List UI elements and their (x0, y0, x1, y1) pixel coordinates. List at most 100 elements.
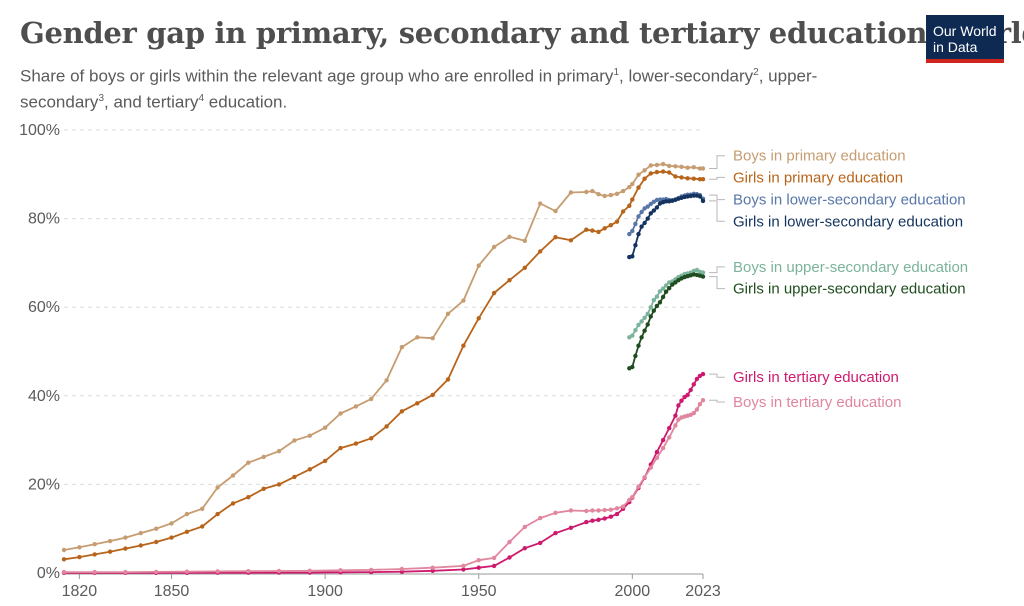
data-point (654, 294, 660, 299)
data-point (663, 199, 669, 204)
label-connector (709, 399, 725, 403)
subtitle-text: Share of boys or girls within the releva… (20, 66, 614, 86)
data-point (590, 508, 595, 513)
data-point (338, 568, 343, 573)
data-point (608, 507, 613, 512)
data-point (667, 170, 672, 175)
x-tick-label-1950: 1950 (461, 583, 497, 600)
data-point (602, 193, 607, 199)
data-point (584, 227, 589, 232)
data-point (553, 530, 558, 536)
data-point (639, 209, 644, 215)
y-tick-label-60: 60% (28, 299, 60, 316)
data-point (246, 569, 251, 574)
data-point (688, 387, 693, 393)
data-point (676, 417, 681, 422)
data-point (636, 214, 641, 219)
data-point (590, 518, 595, 523)
x-axis: 1820 1850 1900 1950 2000 2023 (62, 573, 721, 600)
data-point (700, 270, 706, 275)
data-point (276, 482, 282, 487)
data-point (596, 229, 601, 235)
data-point (353, 441, 359, 446)
data-point (620, 504, 626, 509)
data-point (215, 485, 220, 490)
data-point (307, 433, 312, 438)
data-point (61, 557, 67, 562)
data-point (590, 188, 595, 194)
data-point (648, 305, 653, 310)
data-point (679, 164, 684, 169)
logo-line-2: in Data (933, 39, 978, 55)
data-point (553, 208, 558, 214)
series-line (64, 373, 704, 574)
data-point (138, 543, 143, 548)
data-point (648, 465, 653, 470)
owid-logo[interactable]: Our World in Data (926, 15, 1004, 63)
data-point (430, 336, 435, 341)
data-point (630, 495, 635, 500)
data-point (538, 540, 543, 546)
y-tick-label-80: 80% (28, 211, 60, 228)
data-point (369, 436, 374, 441)
data-point (633, 328, 638, 333)
data-point (636, 484, 641, 489)
series-boys-in-upper-secondary-education (627, 267, 706, 340)
data-point (654, 455, 660, 460)
data-point (476, 316, 481, 321)
data-point (627, 497, 632, 503)
data-point (636, 231, 641, 237)
series-boys-in-tertiary-education (61, 398, 706, 575)
label-connector (709, 200, 725, 222)
y-tick-label-40: 40% (28, 388, 60, 405)
data-point (657, 300, 663, 305)
data-point (538, 249, 543, 254)
data-point (107, 538, 113, 544)
data-point (584, 189, 589, 195)
data-point (538, 515, 543, 521)
data-point (654, 169, 660, 175)
data-point (602, 516, 607, 521)
data-point (614, 219, 620, 224)
data-point (642, 328, 647, 333)
data-point (92, 552, 97, 557)
data-point (670, 282, 675, 287)
data-point (338, 411, 343, 416)
logo-line-1: Our World (933, 23, 997, 39)
data-point (639, 319, 644, 324)
series-line (63, 163, 703, 551)
data-point (596, 192, 601, 197)
data-point (645, 311, 650, 316)
subtitle-text: , upper-secondary (20, 66, 818, 112)
data-point (246, 495, 251, 500)
data-point (369, 567, 374, 573)
data-point (353, 404, 359, 409)
data-point (553, 235, 558, 240)
data-point (645, 204, 650, 209)
data-point (491, 563, 497, 569)
data-point (61, 569, 67, 575)
data-point (660, 161, 666, 167)
data-point (691, 193, 696, 198)
label-connector (709, 155, 725, 169)
data-point (620, 209, 626, 214)
data-point (476, 558, 481, 563)
data-point (620, 188, 626, 194)
data-point (700, 274, 706, 279)
data-point (491, 244, 497, 250)
y-tick-label-20: 20% (28, 476, 60, 493)
data-point (92, 569, 97, 575)
data-point (169, 535, 174, 540)
data-point (568, 508, 574, 513)
data-point (627, 203, 632, 208)
data-point (694, 407, 700, 412)
data-point (123, 535, 128, 540)
data-point (184, 529, 190, 534)
data-point (614, 506, 620, 511)
data-point (642, 475, 647, 480)
data-point (648, 314, 653, 319)
data-point (461, 567, 466, 572)
data-point (673, 164, 678, 169)
data-point (654, 449, 660, 455)
data-point (230, 501, 236, 506)
